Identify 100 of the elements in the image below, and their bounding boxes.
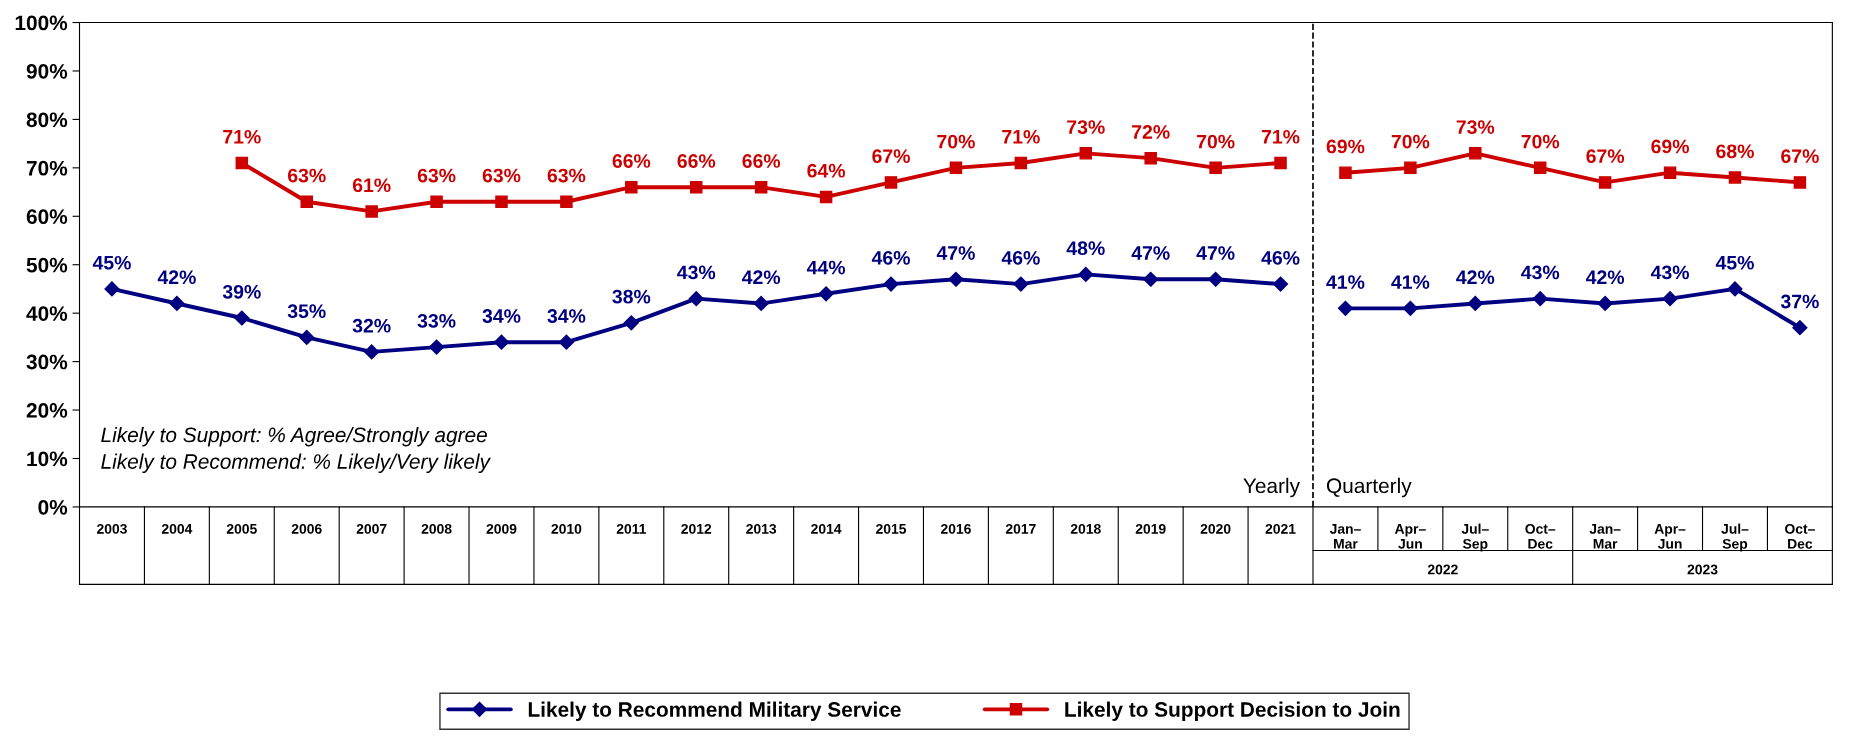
point [234,310,250,326]
legend-label: Likely to Support Decision to Join [1065,701,1400,721]
data-label: 63% [482,168,521,183]
data-label: 70% [1196,134,1235,149]
point [1078,266,1094,282]
point [818,286,834,302]
point [1727,281,1743,297]
text: 2022 [1427,564,1458,575]
point [1404,161,1417,175]
point [1208,271,1224,287]
data-label: 45% [1715,255,1754,270]
point [883,276,899,292]
annotation: Likely to Recommend: % Likely/Very likely [101,453,491,474]
point [819,190,833,204]
point [1662,291,1678,307]
data-label: 37% [1780,294,1819,309]
data-label: 47% [1196,246,1235,260]
point [1402,300,1418,316]
point [949,161,963,175]
point [948,271,964,287]
data-label: 46% [871,250,910,265]
point [495,195,508,209]
data-label: 63% [287,168,326,183]
x-tick-label: Jul–Sep [1461,523,1489,552]
x-tick-label: 2017 [1005,523,1036,534]
data-label: 47% [1131,246,1170,260]
point [1467,295,1483,312]
data-label: 44% [806,260,846,275]
point [1793,176,1807,189]
data-label: 42% [157,270,196,285]
x-tick-label: 2009 [486,523,517,534]
point [365,205,378,218]
data-label: 73% [1067,120,1105,134]
point [1274,156,1287,170]
x-tick-label: 2010 [551,523,582,534]
data-label: 34% [482,309,521,323]
y-tick-label: 60% [26,209,68,225]
x-tick-label: Oct–Dec [1785,523,1815,549]
data-label: 47% [936,246,975,260]
annotation: Yearly [1243,477,1300,498]
data-label: 35% [287,304,326,319]
annotation: Quarterly [1326,477,1412,498]
point [1532,291,1548,307]
data-label: 64% [807,163,846,178]
data-label: 46% [1001,250,1040,265]
y-tick-label: 0% [38,499,68,515]
data-label: 71% [1002,129,1040,144]
x-tick-label: 2014 [811,523,842,534]
point [1143,271,1159,287]
text: 2023 [1687,564,1718,575]
y-tick-label: 80% [26,112,68,128]
data-label: 66% [677,154,716,168]
point [1792,320,1808,336]
point [299,329,315,345]
point [625,180,638,194]
x-tick-label: Jan–Mar [1329,524,1361,549]
x-tick-label: 2007 [356,523,387,534]
point [235,156,249,170]
data-label: 34% [547,309,586,323]
point [364,344,380,360]
x-tick-label: 2015 [876,523,907,534]
data-label: 66% [612,154,651,168]
y-tick-label: 100% [15,15,68,31]
data-label: 67% [1781,149,1819,164]
x-tick-label: 2011 [616,523,647,534]
point [1014,156,1028,170]
data-label: 43% [1650,265,1689,280]
data-label: 43% [1521,265,1560,280]
point [690,180,703,194]
data-label: 38% [612,289,651,304]
data-label: 67% [872,149,910,164]
data-label: 41% [1391,275,1430,289]
point [1013,276,1029,292]
point [1598,176,1612,189]
x-tick-label: 2006 [291,523,322,534]
x-tick-label: Apr–Jun [1654,524,1686,549]
data-label: 67% [1586,149,1625,164]
point [560,195,573,209]
x-tick-label: 2003 [97,523,127,534]
x-tick-label: 2004 [161,523,193,534]
point [493,334,510,350]
data-label: 45% [92,255,131,270]
point [1663,166,1677,179]
y-tick-label: 70% [26,160,68,176]
data-label: 42% [742,270,781,285]
data-label: 71% [1261,129,1300,144]
data-label: 73% [1456,120,1495,134]
data-label: 71% [223,129,261,144]
point [1079,147,1093,160]
y-tick-label: 50% [26,257,68,273]
data-label: 70% [937,134,975,149]
data-label: 61% [352,178,391,193]
x-tick-label: 2008 [421,523,452,534]
data-label: 63% [547,168,586,183]
x-tick-label: Jan–Mar [1589,524,1621,549]
x-tick-label: 2020 [1200,523,1231,534]
data-label: 33% [417,313,456,328]
point [300,195,313,209]
data-label: 66% [742,154,781,168]
legend-label: Likely to Recommend Military Service [528,701,901,721]
